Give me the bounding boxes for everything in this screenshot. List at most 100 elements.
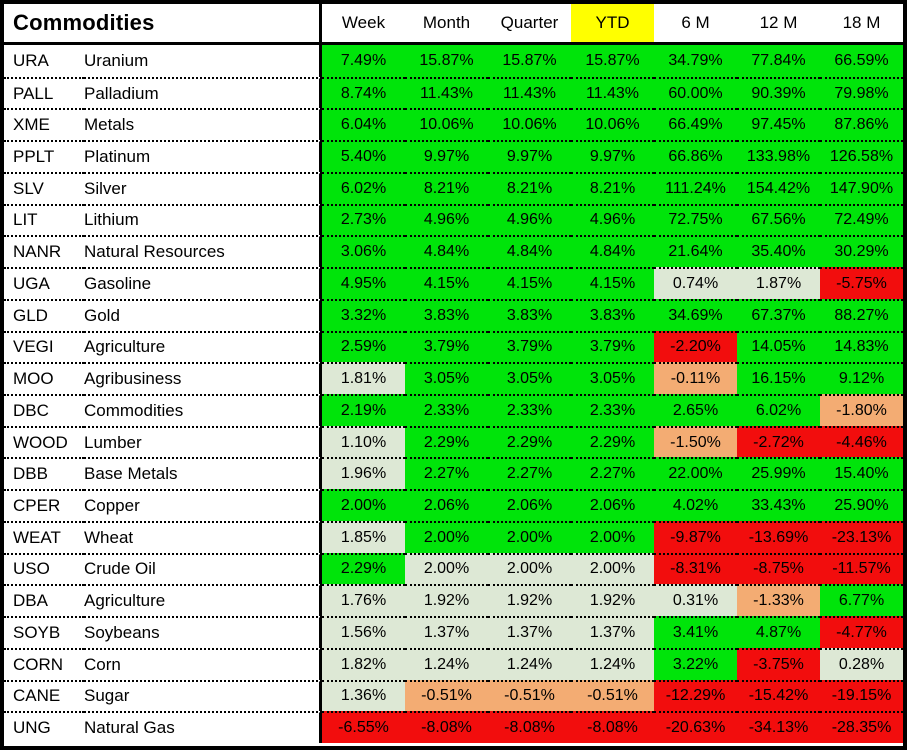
value-cell: 72.49% [820, 203, 903, 236]
value-cell: 67.56% [737, 203, 820, 236]
value-cell: 11.43% [488, 76, 571, 109]
table-row: CANE Sugar 1.36% -0.51% -0.51% -0.51% -1… [4, 679, 903, 712]
header-row: Commodities Week Month Quarter YTD 6 M 1… [4, 4, 903, 45]
name-cell: Wheat [84, 520, 322, 553]
value-cell: -4.46% [820, 425, 903, 458]
column-header-week: Week [341, 13, 386, 32]
value-cell: -28.35% [820, 711, 903, 743]
ticker-cell: LIT [4, 203, 84, 236]
value-cell: -20.63% [654, 711, 737, 743]
value-cell: 3.83% [488, 298, 571, 331]
value-cell: 2.29% [488, 425, 571, 458]
value-cell: 2.27% [571, 457, 654, 490]
name-cell: Palladium [84, 76, 322, 109]
ticker-cell: SLV [4, 171, 84, 204]
value-cell: 9.97% [571, 140, 654, 172]
value-cell: -12.29% [654, 679, 737, 712]
ticker-cell: UGA [4, 267, 84, 299]
value-cell: 1.56% [322, 616, 405, 648]
value-cell: 3.79% [571, 330, 654, 363]
value-cell: 4.15% [571, 267, 654, 299]
value-cell: -13.69% [737, 520, 820, 553]
value-cell: 4.96% [488, 203, 571, 236]
value-cell: -6.55% [322, 711, 405, 743]
table-row: PPLT Platinum 5.40% 9.97% 9.97% 9.97% 66… [4, 140, 903, 172]
value-cell: 4.84% [405, 235, 488, 268]
value-cell: 2.27% [488, 457, 571, 490]
column-header-6m: 6 M [681, 13, 710, 32]
value-cell: 4.15% [488, 267, 571, 299]
value-cell: 1.24% [571, 647, 654, 680]
value-cell: -0.51% [488, 679, 571, 712]
ticker-cell: CORN [4, 647, 84, 680]
value-cell: 14.05% [737, 330, 820, 363]
table-body: URA Uranium 7.49% 15.87% 15.87% 15.87% 3… [4, 45, 903, 743]
value-cell: 2.33% [571, 393, 654, 426]
value-cell: 2.19% [322, 393, 405, 426]
value-cell: 3.41% [654, 616, 737, 648]
value-cell: 34.69% [654, 298, 737, 331]
value-cell: -0.51% [571, 679, 654, 712]
value-cell: 1.24% [488, 647, 571, 680]
value-cell: 4.96% [405, 203, 488, 236]
value-cell: 2.33% [405, 393, 488, 426]
name-cell: Natural Resources [84, 235, 322, 268]
value-cell: 3.32% [322, 298, 405, 331]
value-cell: -5.75% [820, 267, 903, 299]
value-cell: -8.31% [654, 552, 737, 585]
value-cell: 9.97% [405, 140, 488, 172]
value-cell: 9.12% [820, 362, 903, 394]
name-cell: Lumber [84, 425, 322, 458]
value-cell: 15.87% [488, 45, 571, 77]
value-cell: 2.29% [322, 552, 405, 585]
value-cell: 154.42% [737, 171, 820, 204]
value-cell: 8.21% [405, 171, 488, 204]
table-row: MOO Agribusiness 1.81% 3.05% 3.05% 3.05%… [4, 362, 903, 394]
value-cell: 25.90% [820, 489, 903, 521]
ticker-cell: DBC [4, 393, 84, 426]
table-row: DBC Commodities 2.19% 2.33% 2.33% 2.33% … [4, 393, 903, 426]
value-cell: 1.76% [322, 584, 405, 617]
value-cell: 4.84% [488, 235, 571, 268]
value-cell: 1.85% [322, 520, 405, 553]
ticker-cell: PALL [4, 76, 84, 109]
value-cell: 3.79% [405, 330, 488, 363]
name-cell: Gasoline [84, 267, 322, 299]
name-cell: Lithium [84, 203, 322, 236]
table-row: NANR Natural Resources 3.06% 4.84% 4.84%… [4, 235, 903, 268]
name-cell: Copper [84, 489, 322, 521]
table-row: USO Crude Oil 2.29% 2.00% 2.00% 2.00% -8… [4, 552, 903, 585]
value-cell: -11.57% [820, 552, 903, 585]
value-cell: 1.92% [571, 584, 654, 617]
value-cell: -2.20% [654, 330, 737, 363]
value-cell: 9.97% [488, 140, 571, 172]
value-cell: 6.02% [737, 393, 820, 426]
value-cell: 72.75% [654, 203, 737, 236]
value-cell: 1.87% [737, 267, 820, 299]
value-cell: 1.92% [405, 584, 488, 617]
value-cell: 4.96% [571, 203, 654, 236]
value-cell: 4.95% [322, 267, 405, 299]
table-row: DBB Base Metals 1.96% 2.27% 2.27% 2.27% … [4, 457, 903, 490]
ticker-cell: PPLT [4, 140, 84, 172]
value-cell: 3.79% [488, 330, 571, 363]
value-cell: 0.28% [820, 647, 903, 680]
value-cell: 1.96% [322, 457, 405, 490]
ticker-cell: XME [4, 108, 84, 140]
value-cell: 6.04% [322, 108, 405, 141]
value-cell: 35.40% [737, 235, 820, 268]
ticker-cell: UNG [4, 711, 84, 743]
value-cell: 8.21% [488, 171, 571, 204]
value-cell: 66.49% [654, 108, 737, 141]
value-cell: 126.58% [820, 140, 903, 172]
value-cell: -2.72% [737, 425, 820, 458]
value-cell: 11.43% [405, 76, 488, 109]
page-title: Commodities [4, 4, 322, 42]
value-cell: 1.37% [405, 616, 488, 648]
value-cell: 147.90% [820, 171, 903, 204]
value-cell: 3.06% [322, 235, 405, 268]
table-row: UGA Gasoline 4.95% 4.15% 4.15% 4.15% 0.7… [4, 267, 903, 299]
table-row: WEAT Wheat 1.85% 2.00% 2.00% 2.00% -9.87… [4, 520, 903, 553]
column-header-12m: 12 M [759, 13, 798, 32]
value-cell: 15.40% [820, 457, 903, 490]
